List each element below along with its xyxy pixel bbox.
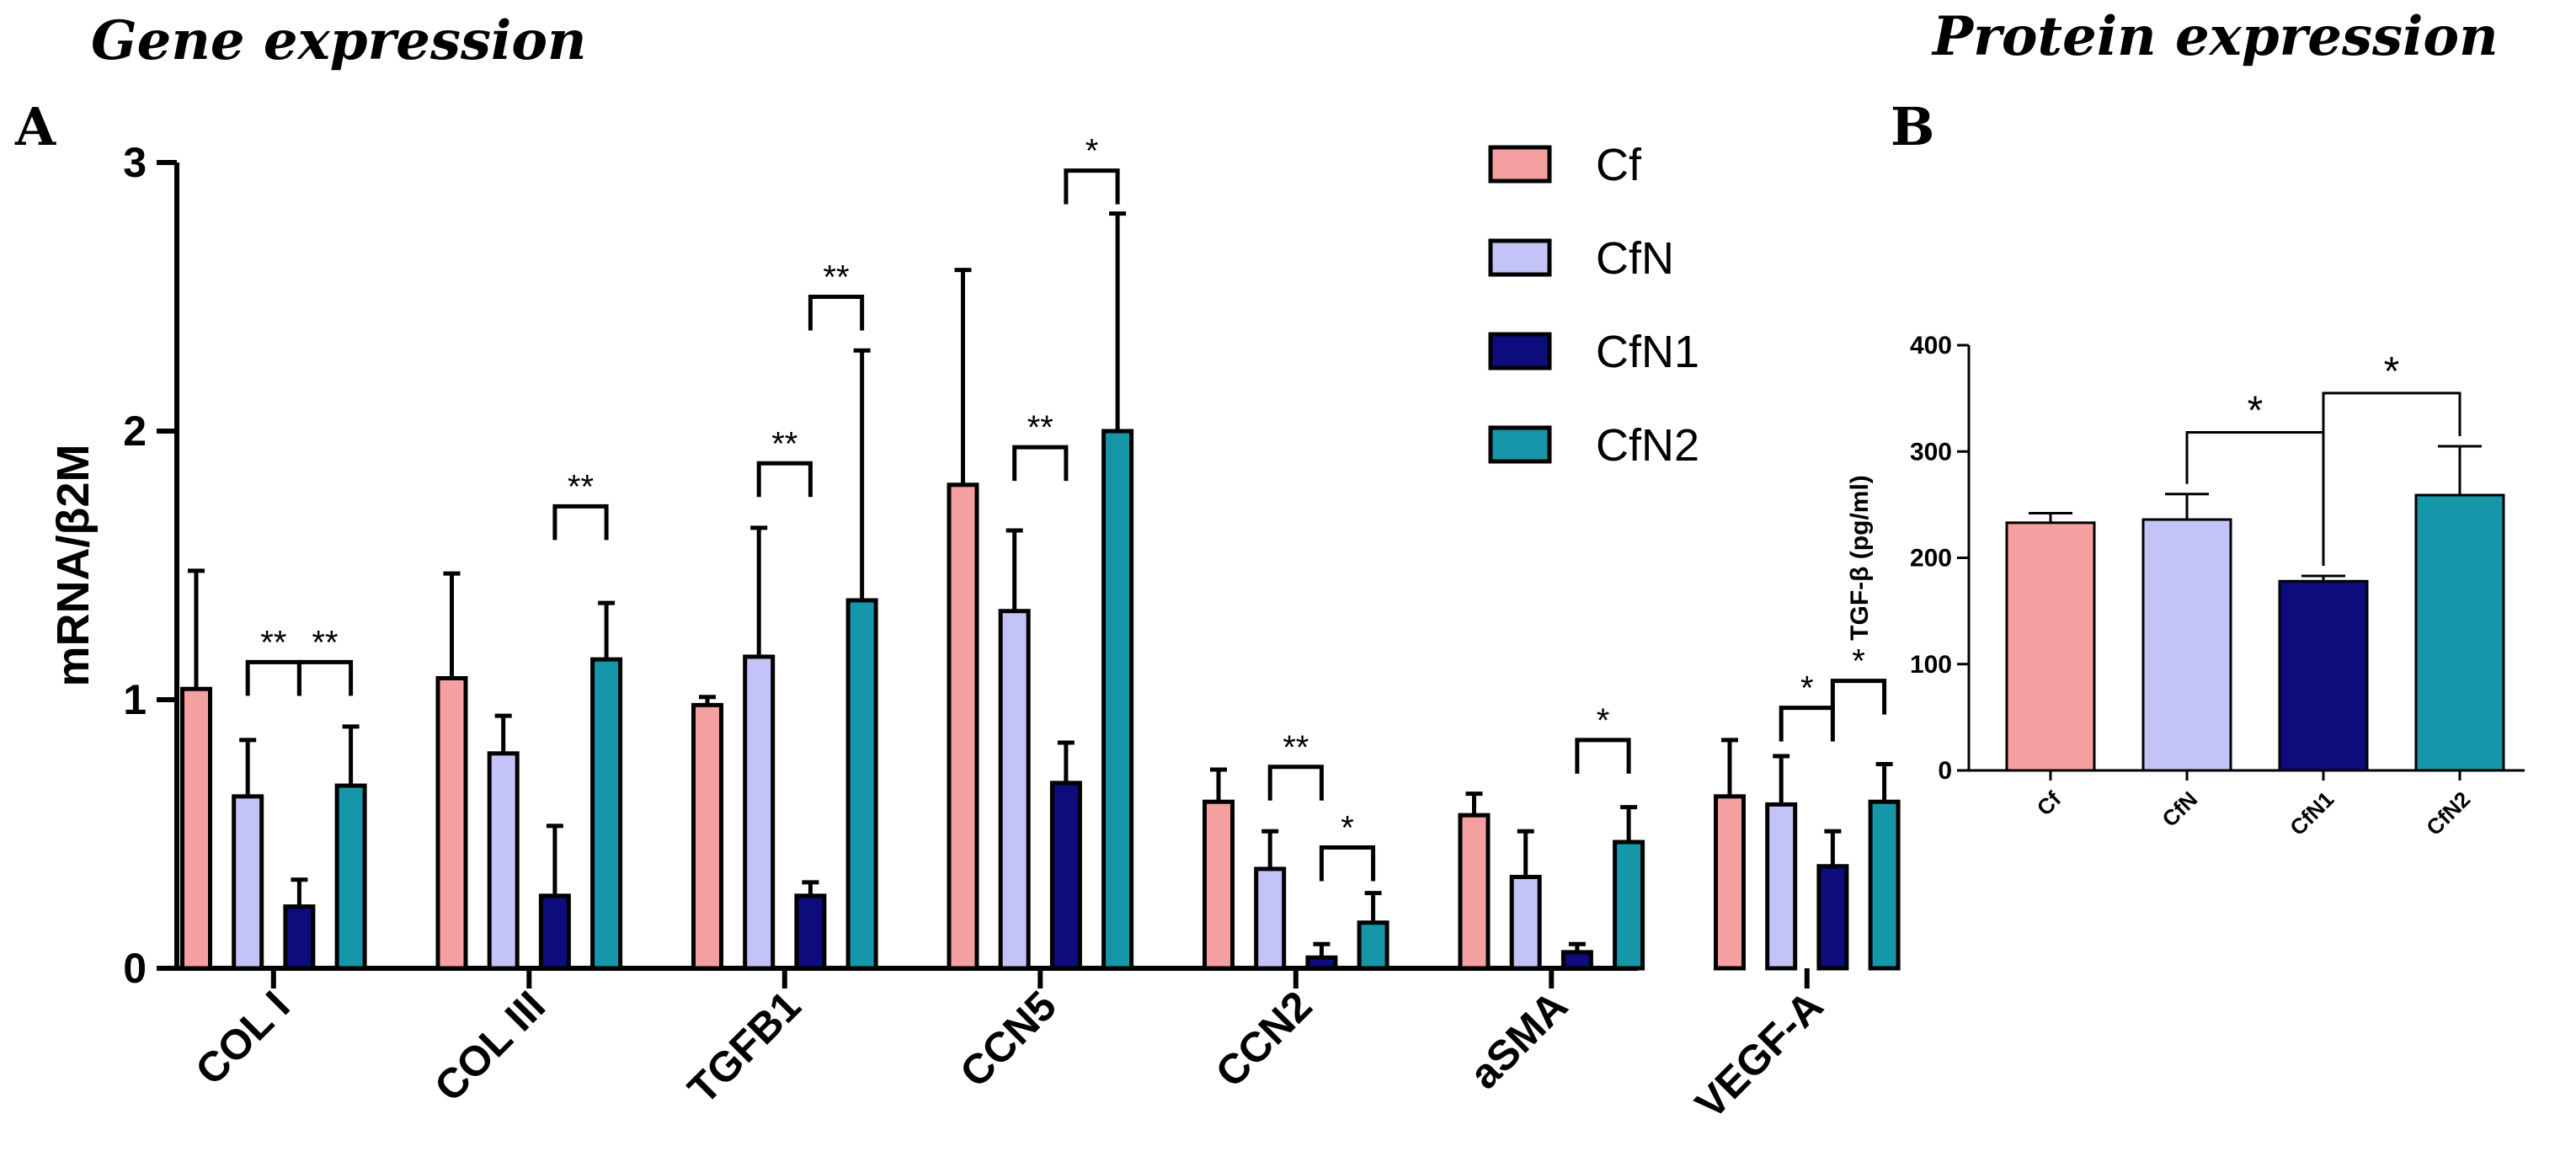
bar-cfn1-vegf-a bbox=[1816, 864, 1849, 971]
significance-label: * bbox=[1852, 643, 1865, 680]
significance-bracket bbox=[2322, 392, 2461, 566]
category-label-ccn5: CCN5 bbox=[951, 982, 1065, 1096]
bar-cfn1-ccn2 bbox=[1305, 955, 1338, 971]
category-label-cf: Cf bbox=[2032, 786, 2067, 821]
y-tick-label: 2 bbox=[123, 408, 147, 455]
significance-bracket bbox=[552, 504, 609, 541]
bar-cf-col-iii bbox=[435, 675, 468, 971]
significance-bracket bbox=[245, 659, 301, 696]
y-tick-label: 400 bbox=[1910, 332, 1952, 360]
category-label-cfn: CfN bbox=[2157, 786, 2202, 832]
y-tick-label: 300 bbox=[1910, 438, 1952, 466]
significance-bracket bbox=[1575, 738, 1631, 774]
gene-expression-title: Gene expression bbox=[91, 9, 587, 72]
significance-label: * bbox=[1597, 702, 1610, 739]
bar-cf-col-i bbox=[180, 686, 212, 971]
category-label-cfn2: CfN2 bbox=[2421, 786, 2475, 840]
significance-bracket bbox=[1779, 706, 1835, 742]
gene-expression-chart: 0 1 2 3 mRNA/β2M COL I COL III TGFB1 CCN5 CCN2 aSM… bbox=[48, 133, 1901, 1127]
significance-label: * bbox=[1341, 809, 1354, 846]
bar-cf-vegf-a bbox=[1714, 794, 1746, 971]
panel-a-label: A bbox=[14, 96, 56, 157]
bar-cfn2-col-iii bbox=[590, 657, 623, 971]
significance-label: ** bbox=[568, 468, 594, 505]
legend: Cf CfN CfN1 CfN2 bbox=[1488, 140, 1699, 471]
bar-cfn2-asma bbox=[1613, 839, 1645, 971]
legend-label-cfn: CfN bbox=[1596, 233, 1674, 284]
y-tick-label: 0 bbox=[1938, 757, 1952, 785]
bar-cfn1 bbox=[2278, 579, 2369, 772]
significance-label: ** bbox=[771, 425, 797, 462]
significance-bracket bbox=[1064, 168, 1120, 205]
bar-cfn1-col-iii bbox=[538, 893, 571, 971]
protein-expression-title: Protein expression bbox=[1931, 5, 2499, 68]
legend-label-cfn2: CfN2 bbox=[1596, 420, 1699, 471]
bar-cfn2 bbox=[2414, 493, 2505, 772]
significance-label: * bbox=[1800, 670, 1814, 707]
significance-label: * bbox=[1085, 133, 1099, 170]
bar-cfn1-tgfb1 bbox=[794, 893, 827, 971]
bar-cfn2-ccn2 bbox=[1357, 920, 1389, 971]
bar-cf-ccn5 bbox=[947, 482, 979, 971]
bar-cfn-asma bbox=[1509, 875, 1542, 971]
category-label-cfn1: CfN1 bbox=[2285, 786, 2339, 840]
significance-label: ** bbox=[1283, 729, 1309, 766]
y-tick-label: 0 bbox=[123, 945, 147, 992]
bar-cfn-tgfb1 bbox=[743, 654, 776, 971]
significance-bracket bbox=[1267, 765, 1324, 801]
significance-label: * bbox=[2248, 389, 2264, 434]
category-label-ccn2: CCN2 bbox=[1207, 982, 1321, 1096]
bar-cfn-ccn2 bbox=[1254, 866, 1287, 971]
bar-cfn2-col-i bbox=[334, 783, 367, 971]
legend-swatch-cfn2 bbox=[1488, 425, 1552, 464]
y-axis-title: mRNA/β2M bbox=[48, 445, 99, 687]
significance-label: ** bbox=[260, 624, 286, 661]
legend-label-cfn1: CfN1 bbox=[1596, 327, 1699, 377]
category-label-asma: aSMA bbox=[1460, 982, 1576, 1098]
significance-label: ** bbox=[1027, 409, 1053, 446]
bar-cfn1-ccn5 bbox=[1049, 781, 1082, 971]
bar-cfn2-vegf-a bbox=[1868, 799, 1901, 971]
bar-cfn1-col-i bbox=[283, 904, 316, 971]
significance-bracket bbox=[1319, 845, 1376, 882]
legend-label-cf: Cf bbox=[1596, 140, 1642, 190]
significance-label: ** bbox=[823, 259, 849, 296]
bar-cfn2-tgfb1 bbox=[845, 598, 878, 971]
bar-cfn-vegf-a bbox=[1765, 802, 1798, 971]
panel-b-label: B bbox=[1891, 96, 1934, 157]
y-axis-title: TGF-β (pg/ml) bbox=[1846, 475, 1874, 641]
y-tick-label: 100 bbox=[1910, 651, 1952, 679]
significance-bracket bbox=[1012, 445, 1069, 482]
bar-cf bbox=[2005, 521, 2096, 772]
bar-cfn-col-iii bbox=[487, 751, 520, 971]
bar-cf-tgfb1 bbox=[691, 702, 723, 971]
significance-bracket bbox=[1830, 679, 1887, 715]
bar-cf-asma bbox=[1458, 813, 1491, 971]
y-tick-label: 200 bbox=[1910, 545, 1952, 573]
bar-cf-ccn2 bbox=[1203, 799, 1235, 971]
legend-swatch-cfn bbox=[1488, 238, 1552, 277]
category-label-tgfb1: TGFB1 bbox=[679, 982, 809, 1112]
significance-label: * bbox=[2384, 349, 2400, 394]
category-label-vegf-a: VEGF-A bbox=[1686, 982, 1832, 1127]
legend-swatch-cf bbox=[1488, 145, 1552, 184]
category-label-col-i: COL I bbox=[186, 982, 298, 1094]
category-label-col-iii: COL III bbox=[425, 982, 554, 1111]
bar-cfn-ccn5 bbox=[998, 609, 1031, 971]
significance-bracket bbox=[808, 295, 865, 331]
bar-cfn1-asma bbox=[1560, 950, 1593, 971]
bar-cfn-col-i bbox=[232, 794, 264, 971]
bar-cfn2-ccn5 bbox=[1101, 429, 1134, 971]
significance-bracket bbox=[756, 461, 813, 498]
significance-label: ** bbox=[312, 624, 338, 661]
legend-swatch-cfn1 bbox=[1488, 332, 1552, 370]
significance-bracket bbox=[296, 659, 354, 696]
y-tick-label: 3 bbox=[123, 139, 147, 186]
y-tick-label: 1 bbox=[123, 676, 147, 723]
protein-expression-chart: 0 100 200 300 400 TGF-β (pg/ml) Cf CfN CfN1 CfN2 *… bbox=[1846, 332, 2525, 840]
bar-cfn bbox=[2141, 518, 2232, 772]
